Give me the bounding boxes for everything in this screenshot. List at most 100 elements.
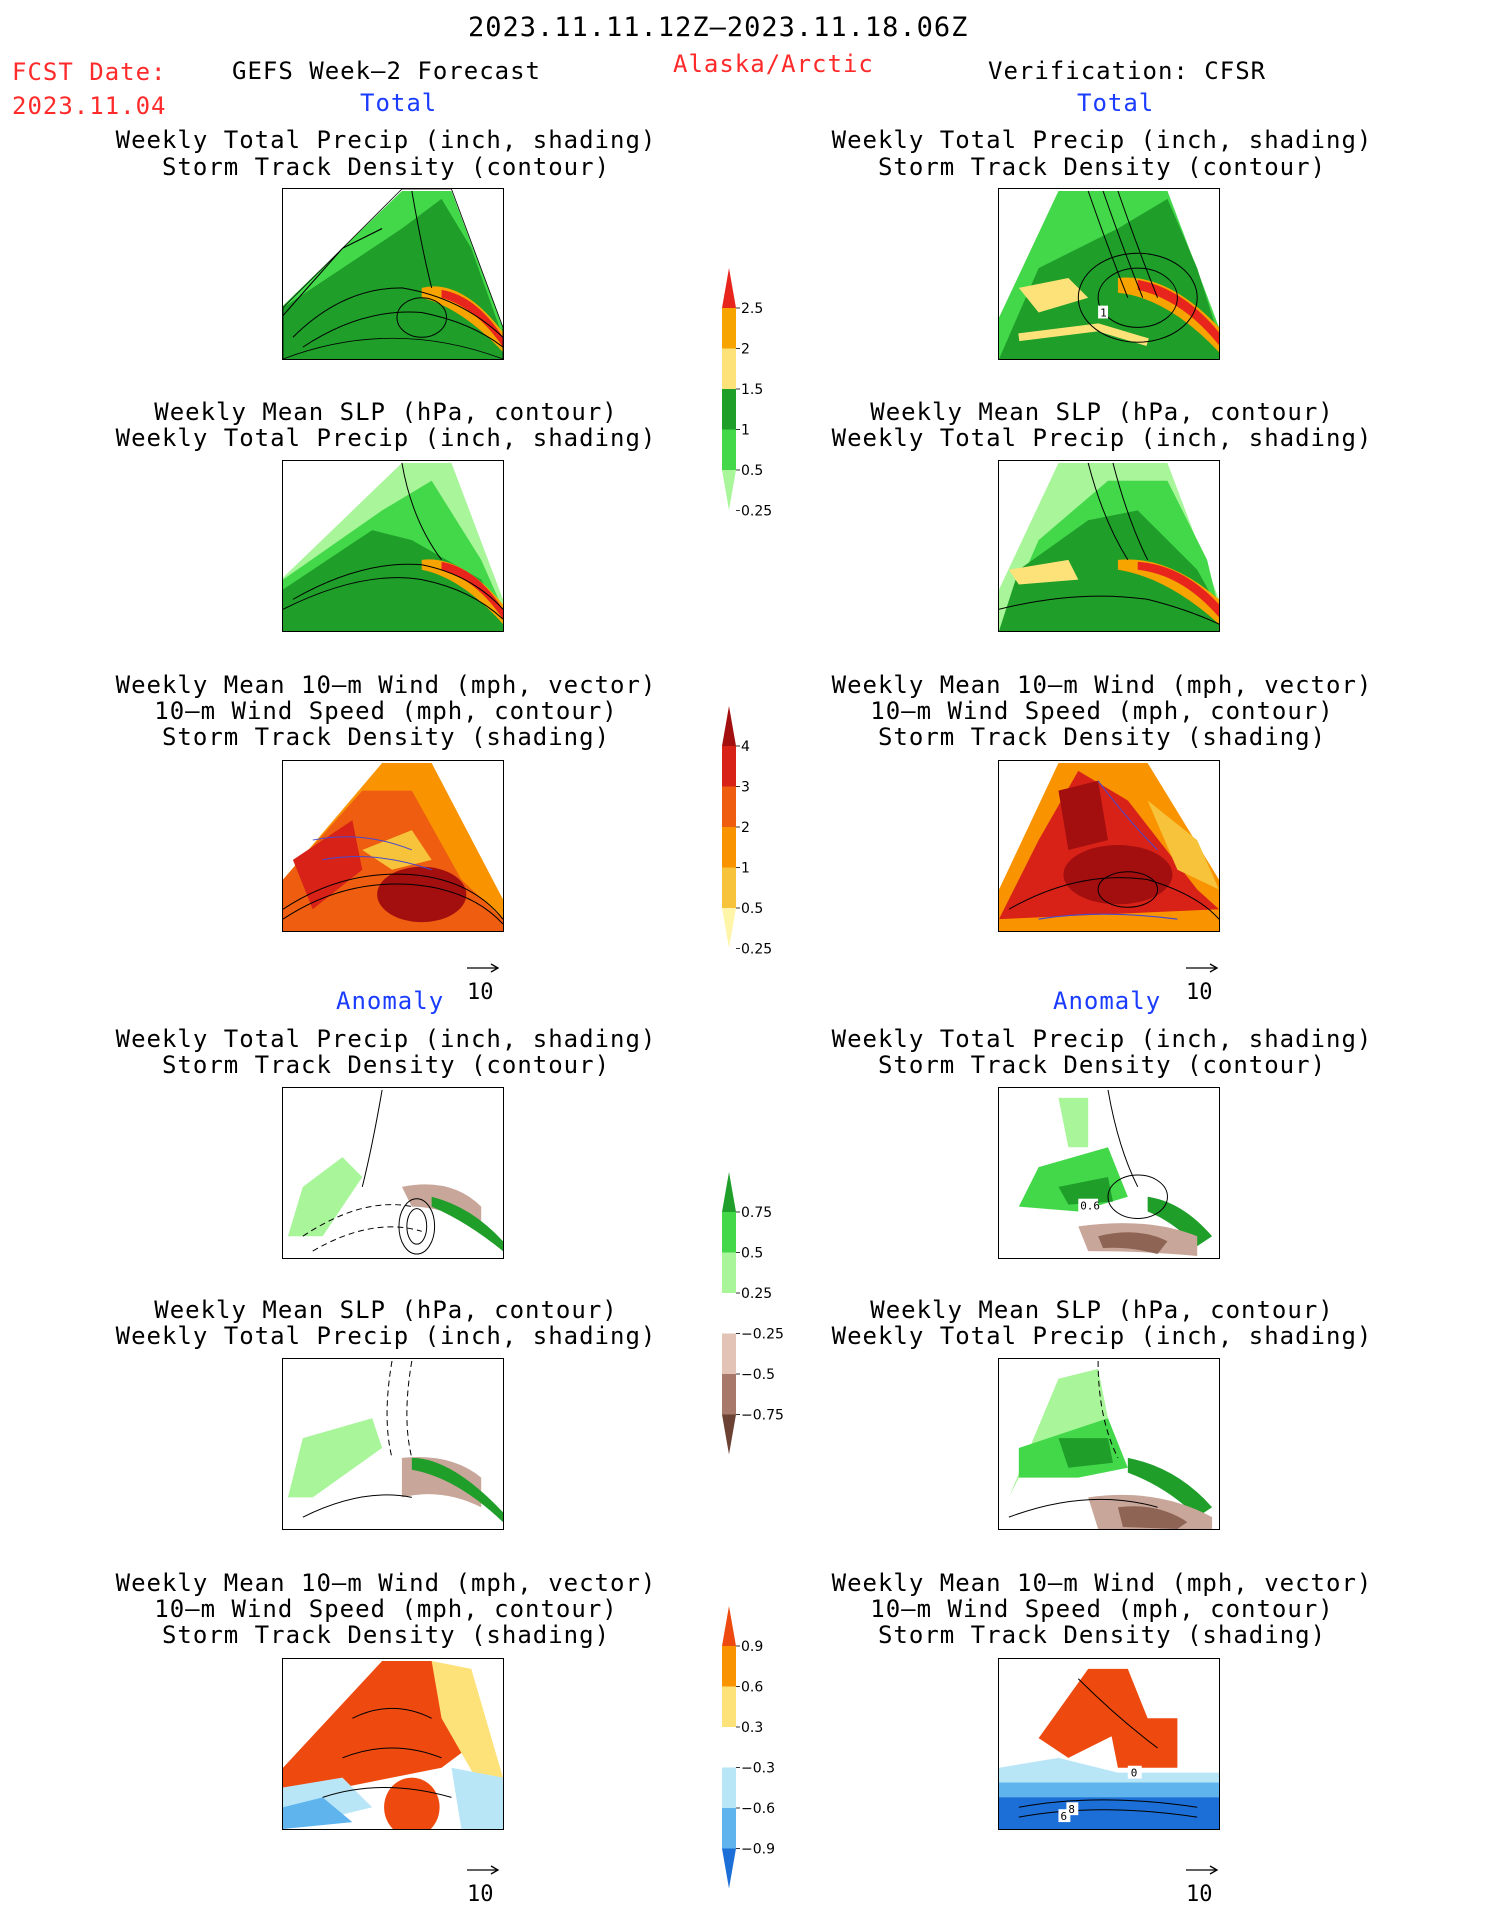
caption-anom-precip-line1-r: Weekly Total Precip (inch, shading) bbox=[831, 1025, 1373, 1053]
colorbar-segment bbox=[722, 1293, 736, 1334]
colorbar-label: 0.5 bbox=[741, 463, 763, 479]
map-anomaly-precip-track-forecast bbox=[282, 1087, 504, 1259]
colorbar-label: 2 bbox=[741, 820, 750, 836]
caption-track-line2-r: Storm Track Density (contour) bbox=[877, 153, 1327, 181]
caption-precip-line2: Weekly Total Precip (inch, shading) bbox=[115, 424, 657, 452]
caption-anom-wind-line3-r: Storm Track Density (shading) bbox=[877, 1621, 1327, 1649]
caption-anom-wind-line2: 10–m Wind Speed (mph, contour) bbox=[154, 1595, 618, 1623]
contour-label: 0.6 bbox=[1080, 1200, 1100, 1213]
map-total-wind-track-forecast bbox=[282, 760, 504, 932]
caption-anom-track-line2: Storm Track Density (contour) bbox=[161, 1051, 611, 1079]
caption-anom-precip-line2-r: Weekly Total Precip (inch, shading) bbox=[831, 1322, 1373, 1350]
colorbar-label: 0.5 bbox=[741, 901, 763, 917]
contour-label: 1 bbox=[1100, 307, 1107, 320]
region-label: Alaska/Arctic bbox=[673, 50, 874, 78]
colorbar-segment bbox=[722, 1252, 736, 1294]
caption-anom-slp-line1: Weekly Mean SLP (hPa, contour) bbox=[154, 1296, 618, 1324]
caption-anom-slp-line1-r: Weekly Mean SLP (hPa, contour) bbox=[870, 1296, 1334, 1324]
colorbar-segment bbox=[722, 470, 736, 510]
caption-wind-line2: 10–m Wind Speed (mph, contour) bbox=[154, 697, 618, 725]
section-total-left: Total bbox=[360, 89, 438, 117]
map-anomaly-slp-precip-verification bbox=[998, 1358, 1220, 1530]
colorbar-label: 2 bbox=[741, 342, 750, 358]
map-anomaly-precip-track-verification: 0.6 bbox=[998, 1087, 1220, 1259]
colorbar-label: 1 bbox=[741, 423, 750, 439]
fcst-date-label: FCST Date: bbox=[12, 58, 167, 86]
verification-label: Verification: CFSR bbox=[988, 57, 1267, 85]
colorbar-label: −0.9 bbox=[741, 1842, 775, 1858]
colorbar-segment bbox=[722, 1686, 736, 1728]
colorbar-label: −0.25 bbox=[741, 1327, 784, 1343]
colorbar-segment bbox=[722, 1646, 736, 1687]
colorbar-label: 0.3 bbox=[741, 1720, 763, 1736]
colorbar-label: 0.5 bbox=[741, 1246, 763, 1262]
colorbar-segment bbox=[722, 1606, 736, 1646]
colorbar-label: −0.5 bbox=[741, 1367, 775, 1383]
colorbar-track-total: 4 3 2 1 0.5 0.25 bbox=[722, 706, 792, 958]
colorbar-segment bbox=[722, 268, 736, 308]
caption-wind-line3-r: Storm Track Density (shading) bbox=[877, 723, 1327, 751]
contour-label: 6 bbox=[1060, 1810, 1067, 1823]
vector-reference-arrow-1: 10 bbox=[465, 956, 501, 1005]
caption-anom-precip-line2: Weekly Total Precip (inch, shading) bbox=[115, 1322, 657, 1350]
colorbar-track-anomaly: 0.9 0.6 0.3 −0.3 −0.6 −0.9 bbox=[722, 1606, 792, 1889]
colorbar-segment bbox=[722, 1414, 736, 1455]
colorbar-label: 0.9 bbox=[741, 1639, 763, 1655]
vector-reference-value: 10 bbox=[467, 980, 494, 1005]
map-total-wind-track-verification bbox=[998, 760, 1220, 932]
map-total-precip-track-verification: 1 bbox=[998, 188, 1220, 360]
caption-slp-line1-r: Weekly Mean SLP (hPa, contour) bbox=[870, 398, 1334, 426]
colorbar-label: 4 bbox=[741, 739, 750, 755]
forecast-title: GEFS Week–2 Forecast bbox=[232, 57, 541, 85]
caption-track-line2: Storm Track Density (contour) bbox=[161, 153, 611, 181]
colorbar-label: 3 bbox=[741, 780, 750, 796]
caption-wind-line2-r: 10–m Wind Speed (mph, contour) bbox=[870, 697, 1334, 725]
caption-anom-precip-line1: Weekly Total Precip (inch, shading) bbox=[115, 1025, 657, 1053]
caption-anom-track-line2-r: Storm Track Density (contour) bbox=[877, 1051, 1327, 1079]
colorbar-label: 1 bbox=[741, 861, 750, 877]
colorbar-label: 0.25 bbox=[741, 942, 772, 958]
caption-anom-wind-line3: Storm Track Density (shading) bbox=[161, 1621, 611, 1649]
colorbar-label: 0.25 bbox=[741, 504, 772, 520]
vector-reference-value: 10 bbox=[467, 1882, 494, 1907]
contour-label: 8 bbox=[1068, 1803, 1075, 1816]
map-anomaly-wind-track-forecast bbox=[282, 1658, 504, 1830]
colorbar-label: −0.6 bbox=[741, 1801, 775, 1817]
section-anomaly-left: Anomaly bbox=[336, 987, 445, 1015]
fcst-date-value: 2023.11.04 bbox=[12, 92, 167, 120]
caption-anom-wind-line1: Weekly Mean 10–m Wind (mph, vector) bbox=[115, 1569, 657, 1597]
caption-anom-wind-line2-r: 10–m Wind Speed (mph, contour) bbox=[870, 1595, 1334, 1623]
map-anomaly-slp-precip-forecast bbox=[282, 1358, 504, 1530]
section-anomaly-right: Anomaly bbox=[1053, 987, 1162, 1015]
vector-reference-arrow-3: 10 bbox=[465, 1858, 501, 1907]
caption-precip-line1: Weekly Total Precip (inch, shading) bbox=[115, 126, 657, 154]
section-total-right: Total bbox=[1077, 89, 1155, 117]
colorbar-label: −0.75 bbox=[741, 1408, 784, 1424]
caption-wind-line1: Weekly Mean 10–m Wind (mph, vector) bbox=[115, 671, 657, 699]
map-total-precip-track-forecast bbox=[282, 188, 504, 360]
colorbar-segment bbox=[722, 1333, 736, 1375]
caption-precip-line1-r: Weekly Total Precip (inch, shading) bbox=[831, 126, 1373, 154]
vector-reference-arrow-4: 10 bbox=[1184, 1858, 1220, 1907]
vector-reference-value: 10 bbox=[1186, 980, 1213, 1005]
date-range-title: 2023.11.11.12Z–2023.11.18.06Z bbox=[468, 12, 969, 43]
colorbar-precip-total: 2.5 2 1.5 1 0.5 0.25 bbox=[722, 268, 792, 520]
colorbar-label: 0.75 bbox=[741, 1205, 772, 1221]
colorbar-segment bbox=[722, 786, 736, 828]
caption-slp-line1: Weekly Mean SLP (hPa, contour) bbox=[154, 398, 618, 426]
colorbar-label: 0.25 bbox=[741, 1286, 772, 1302]
colorbar-segment bbox=[722, 1212, 736, 1253]
colorbar-label: 2.5 bbox=[741, 301, 763, 317]
map-anomaly-wind-track-verification: 0 6 8 bbox=[998, 1658, 1220, 1830]
colorbar-segment bbox=[722, 827, 736, 868]
colorbar-segment bbox=[722, 429, 736, 471]
colorbar-segment bbox=[722, 1848, 736, 1889]
colorbar-segment bbox=[722, 348, 736, 390]
colorbar-segment bbox=[722, 1374, 736, 1415]
colorbar-segment bbox=[722, 908, 736, 948]
caption-wind-line3: Storm Track Density (shading) bbox=[161, 723, 611, 751]
caption-precip-line2-r: Weekly Total Precip (inch, shading) bbox=[831, 424, 1373, 452]
map-total-slp-precip-verification bbox=[998, 460, 1220, 632]
vector-reference-value: 10 bbox=[1186, 1882, 1213, 1907]
map-total-slp-precip-forecast bbox=[282, 460, 504, 632]
